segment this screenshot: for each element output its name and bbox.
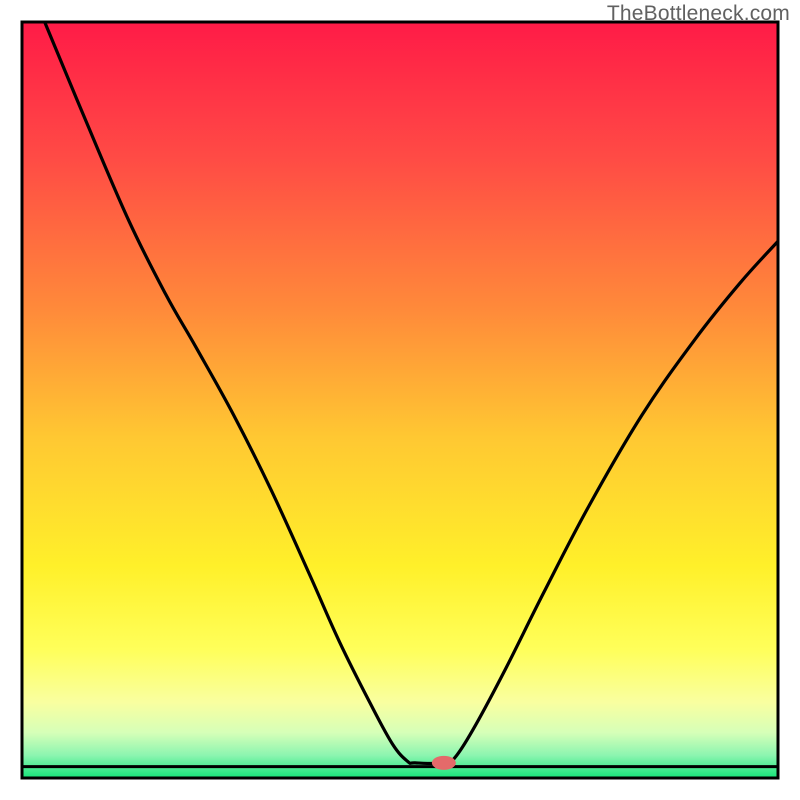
chart-svg bbox=[0, 0, 800, 800]
watermark-label: TheBottleneck.com bbox=[607, 2, 790, 26]
bottleneck-curve-chart: TheBottleneck.com bbox=[0, 0, 800, 800]
optimum-marker bbox=[432, 756, 456, 770]
gradient-background bbox=[22, 22, 778, 778]
